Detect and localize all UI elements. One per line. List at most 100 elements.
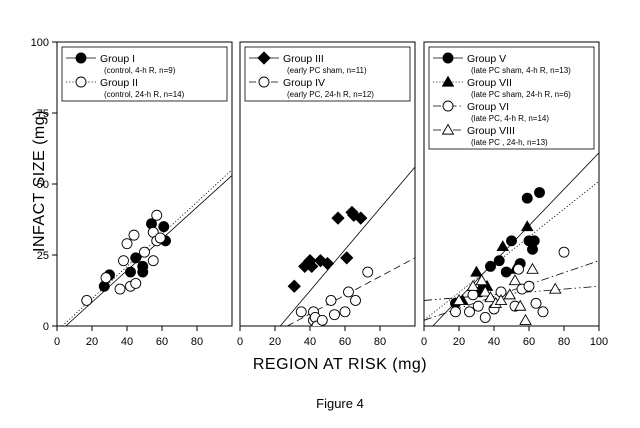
- panel-2-legend: Group III(early PC sham, n=11) Group IV(e…: [244, 46, 411, 102]
- legend-group-vii-marker: [441, 75, 455, 87]
- panel-1-x-tick-label: 80: [191, 336, 203, 348]
- legend-group-viii-name: Group VIII: [467, 125, 515, 137]
- group-v-point: [534, 187, 545, 198]
- legend-group-ii-marker: [75, 76, 87, 88]
- panel-1-y-tick-label: 50: [37, 179, 49, 191]
- group-v-point: [528, 235, 540, 247]
- legend-group-v-name: Group V: [467, 53, 506, 65]
- panel-1-x-tick-label: 60: [156, 336, 168, 348]
- panel-3-legend-box: [428, 46, 595, 150]
- figure-caption: Figure 4: [316, 396, 364, 411]
- panel-2-x-tick-label: 80: [374, 336, 386, 348]
- panel-2-x-tick-label: 20: [269, 336, 281, 348]
- group-v-point: [506, 235, 517, 247]
- group-viii-point: [526, 262, 539, 274]
- legend-group-vii-name: Group VII: [467, 77, 512, 89]
- group-ii-point: [139, 246, 150, 258]
- group-ii-point: [118, 255, 129, 267]
- legend-group-iii-marker: [257, 51, 271, 65]
- group-vi-point: [464, 306, 475, 318]
- legend-group-i-marker: [75, 52, 87, 64]
- group-ii-point: [128, 229, 140, 241]
- group-v-point: [493, 255, 505, 267]
- panel-1-y-tick-label: 25: [37, 250, 49, 262]
- group-iii-point: [287, 279, 301, 293]
- legend-group-iv-marker: [258, 76, 270, 88]
- group-i-point: [125, 266, 136, 278]
- group-viii-point: [475, 274, 489, 286]
- legend-group-vii-desc: (late PC sham, 24-h R, n=6): [471, 90, 571, 99]
- group-vi-point: [472, 300, 484, 312]
- panel-3-x-tick-label: 40: [488, 336, 500, 348]
- group-viii-point: [484, 291, 497, 303]
- group-vi-point: [479, 312, 491, 323]
- group-vi-point: [558, 246, 570, 258]
- series-group-iii-fit-line: [279, 166, 415, 326]
- group-v-point: [521, 192, 533, 204]
- group-vi-point: [537, 306, 549, 318]
- group-ii-point: [114, 283, 126, 295]
- group-v-point: [485, 260, 496, 272]
- group-iv-point: [350, 294, 361, 306]
- legend-group-viii-desc: (late PC , 24-h, n=13): [471, 138, 548, 147]
- legend-group-iv-desc: (early PC, 24-h R, n=12): [287, 90, 374, 99]
- group-iv-point: [329, 309, 340, 321]
- panel-2-x-tick-label: 0: [237, 336, 243, 348]
- panel-2-plot-area: [279, 166, 415, 326]
- legend-group-ii-desc: (control, 24-h R, n=14): [104, 90, 185, 99]
- panel-1-x-tick-label: 40: [121, 336, 133, 348]
- group-i-point: [137, 260, 149, 272]
- panel-2-frame: [239, 41, 416, 327]
- group-ii-point: [151, 209, 163, 221]
- panel-1-y-tick-label: 100: [31, 37, 49, 49]
- panel-3-x-tick-label: 20: [453, 336, 465, 348]
- legend-group-iv-name: Group IV: [283, 77, 325, 89]
- panel-3-x-tick-label: 0: [421, 336, 427, 348]
- group-iii-point: [340, 251, 354, 265]
- legend-group-i-name: Group I: [100, 53, 135, 65]
- group-iv-point: [362, 266, 374, 278]
- group-iv-point: [339, 306, 351, 318]
- panel-3-frame: [423, 41, 600, 327]
- group-iv-point: [343, 286, 354, 298]
- panel-3-x-tick-label: 80: [558, 336, 570, 348]
- panel-3-plot-area: [424, 152, 599, 326]
- group-viii-point: [503, 288, 517, 300]
- panel-2-x-tick-label: 40: [304, 336, 316, 348]
- legend-group-v-desc: (late PC sham, 4-h R, n=13): [471, 66, 571, 75]
- group-iv-point: [295, 306, 307, 318]
- panel-1-x-tick-label: 20: [86, 336, 98, 348]
- series-group-vii-fit-line: [424, 180, 599, 321]
- group-viii-point: [519, 313, 532, 325]
- legend-group-i-desc: (control, 4-h R, n=9): [104, 66, 176, 75]
- panel-3-x-tick-label: 100: [590, 336, 608, 348]
- panel-1-y-tick-label: 0: [43, 321, 49, 333]
- legend-group-iii-name: Group III: [283, 53, 324, 65]
- panel-3: 0 20 40 60 80 100 Group V(late PC sham, 4-h R,…: [421, 41, 608, 348]
- panel-2-legend-box: [244, 46, 411, 102]
- legend-group-vi-marker: [442, 100, 454, 112]
- x-axis-label: REGION AT RISK (mg): [252, 356, 428, 373]
- group-iii-point: [305, 259, 319, 273]
- group-ii-point: [121, 238, 133, 250]
- panel-1: 0 20 40 60 80 0 25 50 75 100 Group I(control, 4-h …: [31, 37, 233, 348]
- group-iv-point: [325, 294, 337, 306]
- group-i-point: [158, 221, 170, 233]
- group-vii-point: [520, 220, 534, 232]
- group-viii-point: [513, 299, 527, 311]
- panel-1-legend-box: [61, 46, 228, 102]
- group-iii-point: [354, 211, 368, 225]
- group-vii-point: [470, 265, 483, 277]
- group-vi-point: [523, 280, 535, 292]
- legend-group-v-marker: [442, 52, 454, 64]
- group-iv-point: [316, 314, 328, 326]
- legend-group-viii-marker: [441, 123, 455, 135]
- y-axis-label: INFACT SIZE (mg): [31, 110, 48, 252]
- legend-group-iii-desc: (early PC sham, n=11): [287, 66, 367, 75]
- legend-group-vi-desc: (late PC, 4-h R, n=14): [471, 114, 549, 123]
- group-viii-point: [478, 285, 492, 297]
- group-ii-point: [147, 255, 159, 267]
- group-viii-point: [508, 274, 522, 286]
- panel-1-x-tick-label: 0: [54, 336, 60, 348]
